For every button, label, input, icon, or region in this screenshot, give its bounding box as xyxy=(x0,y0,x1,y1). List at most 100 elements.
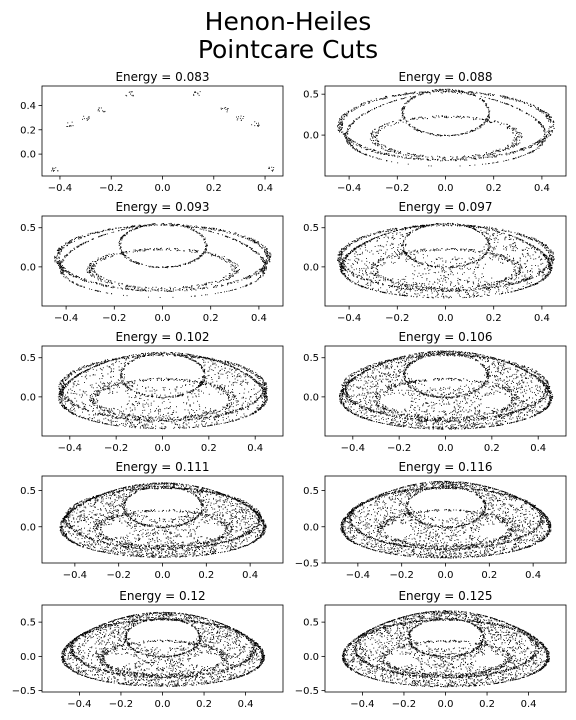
data-point xyxy=(154,223,156,225)
data-point xyxy=(137,262,139,264)
data-point xyxy=(401,157,403,159)
data-point xyxy=(219,229,221,230)
data-point xyxy=(196,226,198,228)
data-point xyxy=(194,226,195,228)
data-point xyxy=(86,241,88,243)
data-point xyxy=(402,118,404,120)
data-point xyxy=(425,225,427,226)
data-point xyxy=(523,149,524,151)
data-point xyxy=(188,225,189,227)
data-point xyxy=(92,271,94,272)
data-point xyxy=(515,269,516,271)
data-point xyxy=(187,263,189,265)
data-point xyxy=(380,130,381,131)
data-point xyxy=(514,143,516,145)
data-point xyxy=(83,286,85,288)
data-point xyxy=(470,249,472,250)
data-point xyxy=(360,239,362,240)
data-point xyxy=(132,261,134,263)
data-point xyxy=(265,268,267,269)
data-point xyxy=(360,105,361,107)
data-point xyxy=(227,279,229,280)
data-point xyxy=(441,160,443,162)
data-point xyxy=(528,152,530,154)
data-point xyxy=(205,294,206,296)
data-point xyxy=(143,289,145,290)
y-tick-label: 0.5 xyxy=(303,90,319,101)
data-point xyxy=(413,226,415,228)
data-point xyxy=(466,156,468,158)
data-point xyxy=(257,252,259,254)
data-point xyxy=(66,242,68,244)
data-point xyxy=(516,237,518,239)
data-point xyxy=(525,113,527,115)
data-point xyxy=(414,117,415,119)
data-point xyxy=(199,91,201,93)
data-point xyxy=(447,89,449,91)
data-point xyxy=(509,125,511,126)
data-point xyxy=(350,251,351,253)
data-point xyxy=(205,284,207,286)
data-point xyxy=(199,232,200,234)
data-point xyxy=(488,228,490,230)
data-point xyxy=(526,278,528,280)
data-point xyxy=(351,141,353,143)
data-point xyxy=(407,152,409,154)
data-point xyxy=(541,251,543,253)
data-point xyxy=(416,129,418,131)
data-point xyxy=(143,225,145,227)
data-point xyxy=(230,232,231,234)
data-point xyxy=(371,109,373,111)
data-point xyxy=(351,243,353,244)
data-point xyxy=(507,97,509,99)
data-point xyxy=(401,286,402,288)
data-point xyxy=(497,281,499,283)
data-point xyxy=(400,253,402,254)
data-point xyxy=(366,278,368,280)
data-point xyxy=(90,232,92,234)
data-point xyxy=(144,225,146,226)
data-point xyxy=(482,100,483,102)
data-point xyxy=(534,119,536,121)
data-point xyxy=(491,156,493,158)
data-point xyxy=(552,253,554,255)
data-point xyxy=(369,155,371,157)
data-point xyxy=(156,224,158,226)
data-point xyxy=(378,130,379,132)
data-point xyxy=(75,276,77,278)
data-point xyxy=(93,275,95,277)
data-point xyxy=(197,93,199,95)
data-point xyxy=(429,160,431,161)
data-point xyxy=(249,283,251,285)
data-point xyxy=(394,151,395,152)
data-point xyxy=(357,239,359,241)
data-point xyxy=(422,118,424,120)
data-point xyxy=(102,230,104,232)
data-point xyxy=(531,105,532,107)
data-point xyxy=(444,159,446,161)
data-point xyxy=(141,287,143,289)
data-point xyxy=(414,95,416,97)
data-point xyxy=(538,142,539,144)
data-point xyxy=(338,124,340,125)
data-point xyxy=(62,270,63,272)
data-point xyxy=(531,145,533,146)
data-point xyxy=(202,226,203,228)
data-point xyxy=(345,247,347,248)
data-point xyxy=(362,286,364,288)
data-point xyxy=(540,280,541,282)
data-point xyxy=(93,265,95,267)
data-point xyxy=(199,255,201,257)
data-point xyxy=(521,235,523,237)
data-point xyxy=(347,141,349,143)
data-point xyxy=(369,240,371,242)
data-point xyxy=(343,274,345,276)
data-point xyxy=(491,121,493,123)
data-point xyxy=(457,225,458,226)
data-point xyxy=(534,283,536,285)
data-point xyxy=(378,236,380,238)
data-point xyxy=(515,263,516,264)
data-point xyxy=(262,268,263,270)
data-point xyxy=(480,157,482,159)
data-point xyxy=(548,271,550,273)
